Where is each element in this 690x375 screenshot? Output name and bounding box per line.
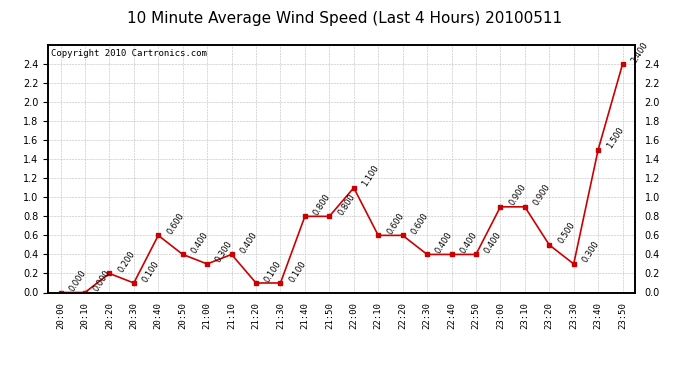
Text: 0.300: 0.300 [214, 240, 235, 264]
Text: 0.100: 0.100 [263, 259, 284, 284]
Text: 0.900: 0.900 [507, 183, 528, 207]
Text: Copyright 2010 Cartronics.com: Copyright 2010 Cartronics.com [51, 49, 207, 58]
Text: 10 Minute Average Wind Speed (Last 4 Hours) 20100511: 10 Minute Average Wind Speed (Last 4 Hou… [128, 11, 562, 26]
Text: 1.500: 1.500 [605, 126, 626, 150]
Text: 0.400: 0.400 [458, 230, 479, 255]
Text: 0.600: 0.600 [165, 211, 186, 236]
Text: 0.200: 0.200 [117, 249, 137, 274]
Text: 0.400: 0.400 [434, 230, 455, 255]
Text: 0.500: 0.500 [556, 221, 577, 246]
Text: 0.400: 0.400 [483, 230, 503, 255]
Text: 1.100: 1.100 [361, 164, 381, 188]
Text: 0.100: 0.100 [288, 259, 308, 284]
Text: 0.800: 0.800 [336, 192, 357, 217]
Text: 0.600: 0.600 [385, 211, 406, 236]
Text: 0.600: 0.600 [410, 211, 430, 236]
Text: 2.400: 2.400 [629, 40, 650, 64]
Text: 0.100: 0.100 [141, 259, 161, 284]
Text: 0.300: 0.300 [581, 240, 601, 264]
Text: 0.400: 0.400 [239, 230, 259, 255]
Text: 0.000: 0.000 [92, 268, 112, 293]
Text: 0.800: 0.800 [312, 192, 333, 217]
Text: 0.400: 0.400 [190, 230, 210, 255]
Text: 0.000: 0.000 [68, 268, 88, 293]
Text: 0.900: 0.900 [532, 183, 552, 207]
